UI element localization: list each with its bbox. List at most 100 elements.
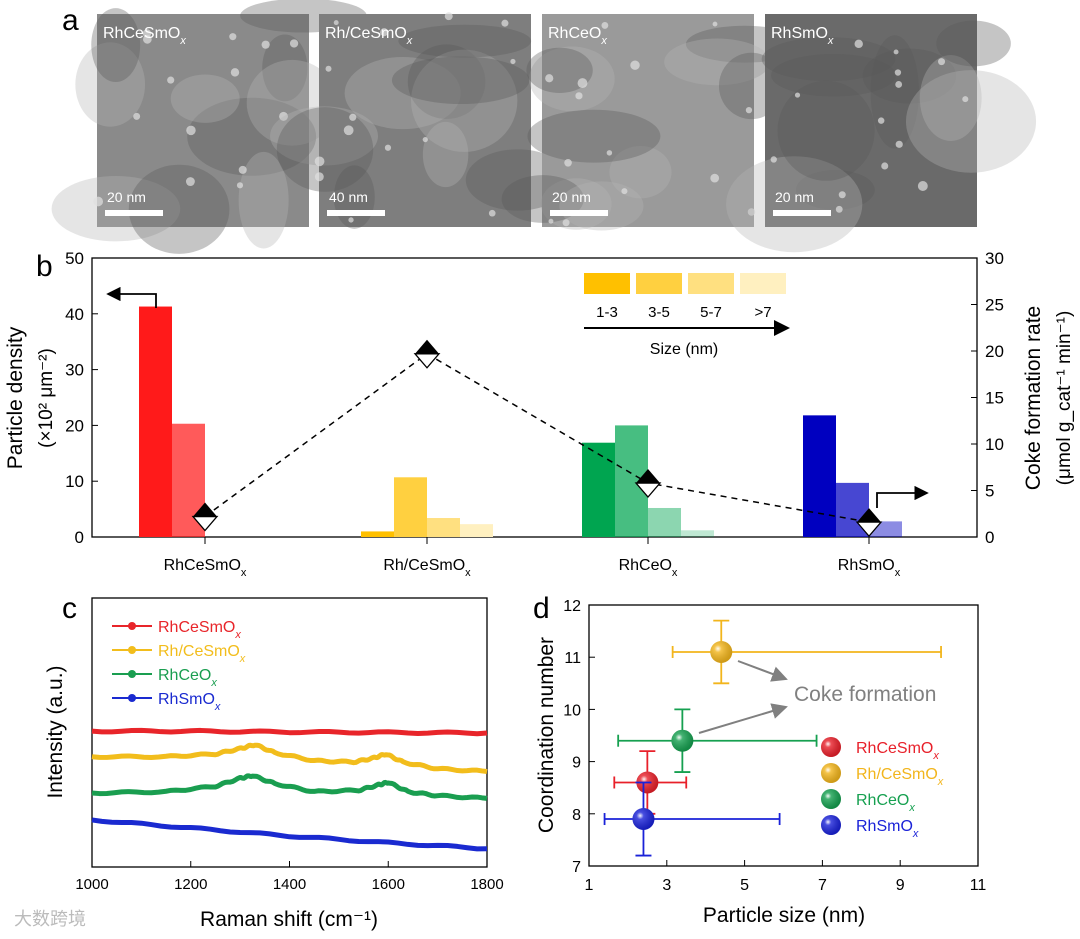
raman-trace	[91, 773, 488, 801]
legend-label: RhSmOx	[856, 818, 919, 840]
legend-label-subscript: x	[908, 802, 915, 814]
sem-texture	[609, 145, 672, 199]
sem-texture	[51, 176, 181, 242]
bar	[803, 415, 836, 537]
scale-bar-label: 40 nm	[329, 189, 368, 205]
sem-texture	[398, 24, 532, 58]
scale-bar-label: 20 nm	[775, 189, 814, 205]
size-legend-label: 5-7	[700, 304, 722, 321]
sem-particle	[770, 156, 777, 163]
legend-marker	[128, 670, 136, 678]
bar	[361, 531, 394, 537]
legend-marker-highlight	[821, 789, 841, 809]
coke-rate-marker-top	[415, 339, 439, 354]
sem-particle	[601, 21, 609, 29]
sem-texture	[238, 151, 289, 249]
sem-texture	[540, 178, 612, 230]
sem-particle	[488, 209, 496, 217]
sem-label-subscript: x	[600, 35, 607, 47]
sem-texture	[559, 181, 644, 231]
x-tick-label: 1400	[273, 876, 306, 893]
sem-texture	[246, 59, 338, 146]
sem-particle	[545, 74, 554, 83]
y2-tick-label: 15	[985, 389, 1004, 408]
legend-label-main: RhCeO	[856, 792, 909, 809]
sem-particle	[167, 76, 175, 84]
raman-trace	[91, 742, 488, 774]
sem-texture	[75, 42, 146, 127]
data-point-highlight	[632, 808, 655, 831]
annotation-arrow	[737, 660, 788, 682]
sem-particle	[238, 165, 247, 174]
panel-label-b: b	[36, 250, 53, 283]
sem-particle	[348, 217, 354, 223]
x-tick-label-main: RhCeO	[619, 557, 672, 574]
sem-particle	[384, 144, 392, 151]
bar	[648, 507, 681, 537]
y-tick-label: 12	[563, 598, 581, 615]
x-tick-label: RhSmOx	[838, 557, 901, 579]
sem-texture	[761, 37, 896, 82]
y-tick-label: 11	[564, 650, 581, 667]
x-tick-label-subscript: x	[895, 567, 901, 579]
y2-axis-label: Coke formation rate	[1022, 306, 1045, 490]
sem-particle	[877, 117, 885, 124]
legend-marker	[128, 646, 136, 654]
scale-bar	[105, 210, 163, 216]
sem-particle	[314, 156, 325, 167]
sem-particle	[881, 162, 889, 170]
panel-label-d: d	[533, 592, 550, 625]
sem-image: RhCeOx 20 nm	[501, 14, 803, 231]
sem-particle	[314, 172, 324, 182]
sem-particle	[548, 218, 554, 224]
sem-texture	[526, 47, 593, 93]
sem-particle	[893, 49, 899, 55]
sem-texture	[344, 56, 461, 130]
sem-particle	[229, 33, 237, 41]
sem-particle	[343, 125, 354, 136]
legend-marker-highlight	[821, 815, 841, 835]
sem-label-subscript: x	[406, 35, 413, 47]
y-axis-label: Intensity (a.u.)	[44, 665, 67, 798]
x-tick-label: 3	[662, 877, 671, 894]
sem-texture	[91, 8, 141, 83]
x-tick-label: 1000	[75, 876, 108, 893]
sem-label-main: RhSmO	[771, 25, 828, 42]
sem-image-label: RhSmOx	[771, 25, 834, 47]
sem-label-subscript: x	[827, 35, 834, 47]
size-legend-label: 1-3	[596, 304, 618, 321]
raman-trace	[91, 817, 488, 852]
sem-texture	[919, 55, 982, 142]
y-tick-label: 50	[65, 249, 84, 268]
legend-label-main: RhCeO	[158, 667, 211, 684]
x-tick-label: RhCeOx	[619, 557, 678, 579]
legend-label: RhCeSmOx	[856, 740, 939, 762]
x-tick-label-main: RhSmO	[838, 557, 895, 574]
legend-label-main: RhSmO	[158, 691, 215, 708]
legend-label-main: RhSmO	[856, 818, 913, 835]
sem-particle	[333, 20, 339, 26]
y-tick-label: 10	[65, 472, 84, 491]
sem-particle	[261, 40, 270, 49]
sem-texture	[128, 164, 230, 254]
sem-particle	[422, 136, 428, 143]
x-tick-label-main: Rh/CeSmO	[383, 557, 465, 574]
sem-label-main: Rh/CeSmO	[325, 25, 407, 42]
sem-texture	[862, 48, 957, 104]
legend-label-subscript: x	[239, 653, 246, 665]
sem-particle	[444, 12, 453, 21]
sem-particle	[917, 181, 928, 191]
legend-label-subscript: x	[912, 828, 919, 840]
scale-bar	[773, 210, 831, 216]
sem-particle	[143, 35, 152, 44]
sem-texture	[905, 70, 1037, 173]
y-tick-label: 20	[65, 416, 84, 435]
watermark-logo: 大数跨境	[14, 909, 86, 929]
sem-image-label: RhCeOx	[548, 25, 607, 47]
y2-tick-label: 10	[985, 435, 1004, 454]
legend-label: RhCeSmOx	[158, 619, 241, 641]
sem-particle	[794, 92, 801, 98]
sem-image: Rh/CeSmOx 40 nm	[270, 12, 570, 229]
